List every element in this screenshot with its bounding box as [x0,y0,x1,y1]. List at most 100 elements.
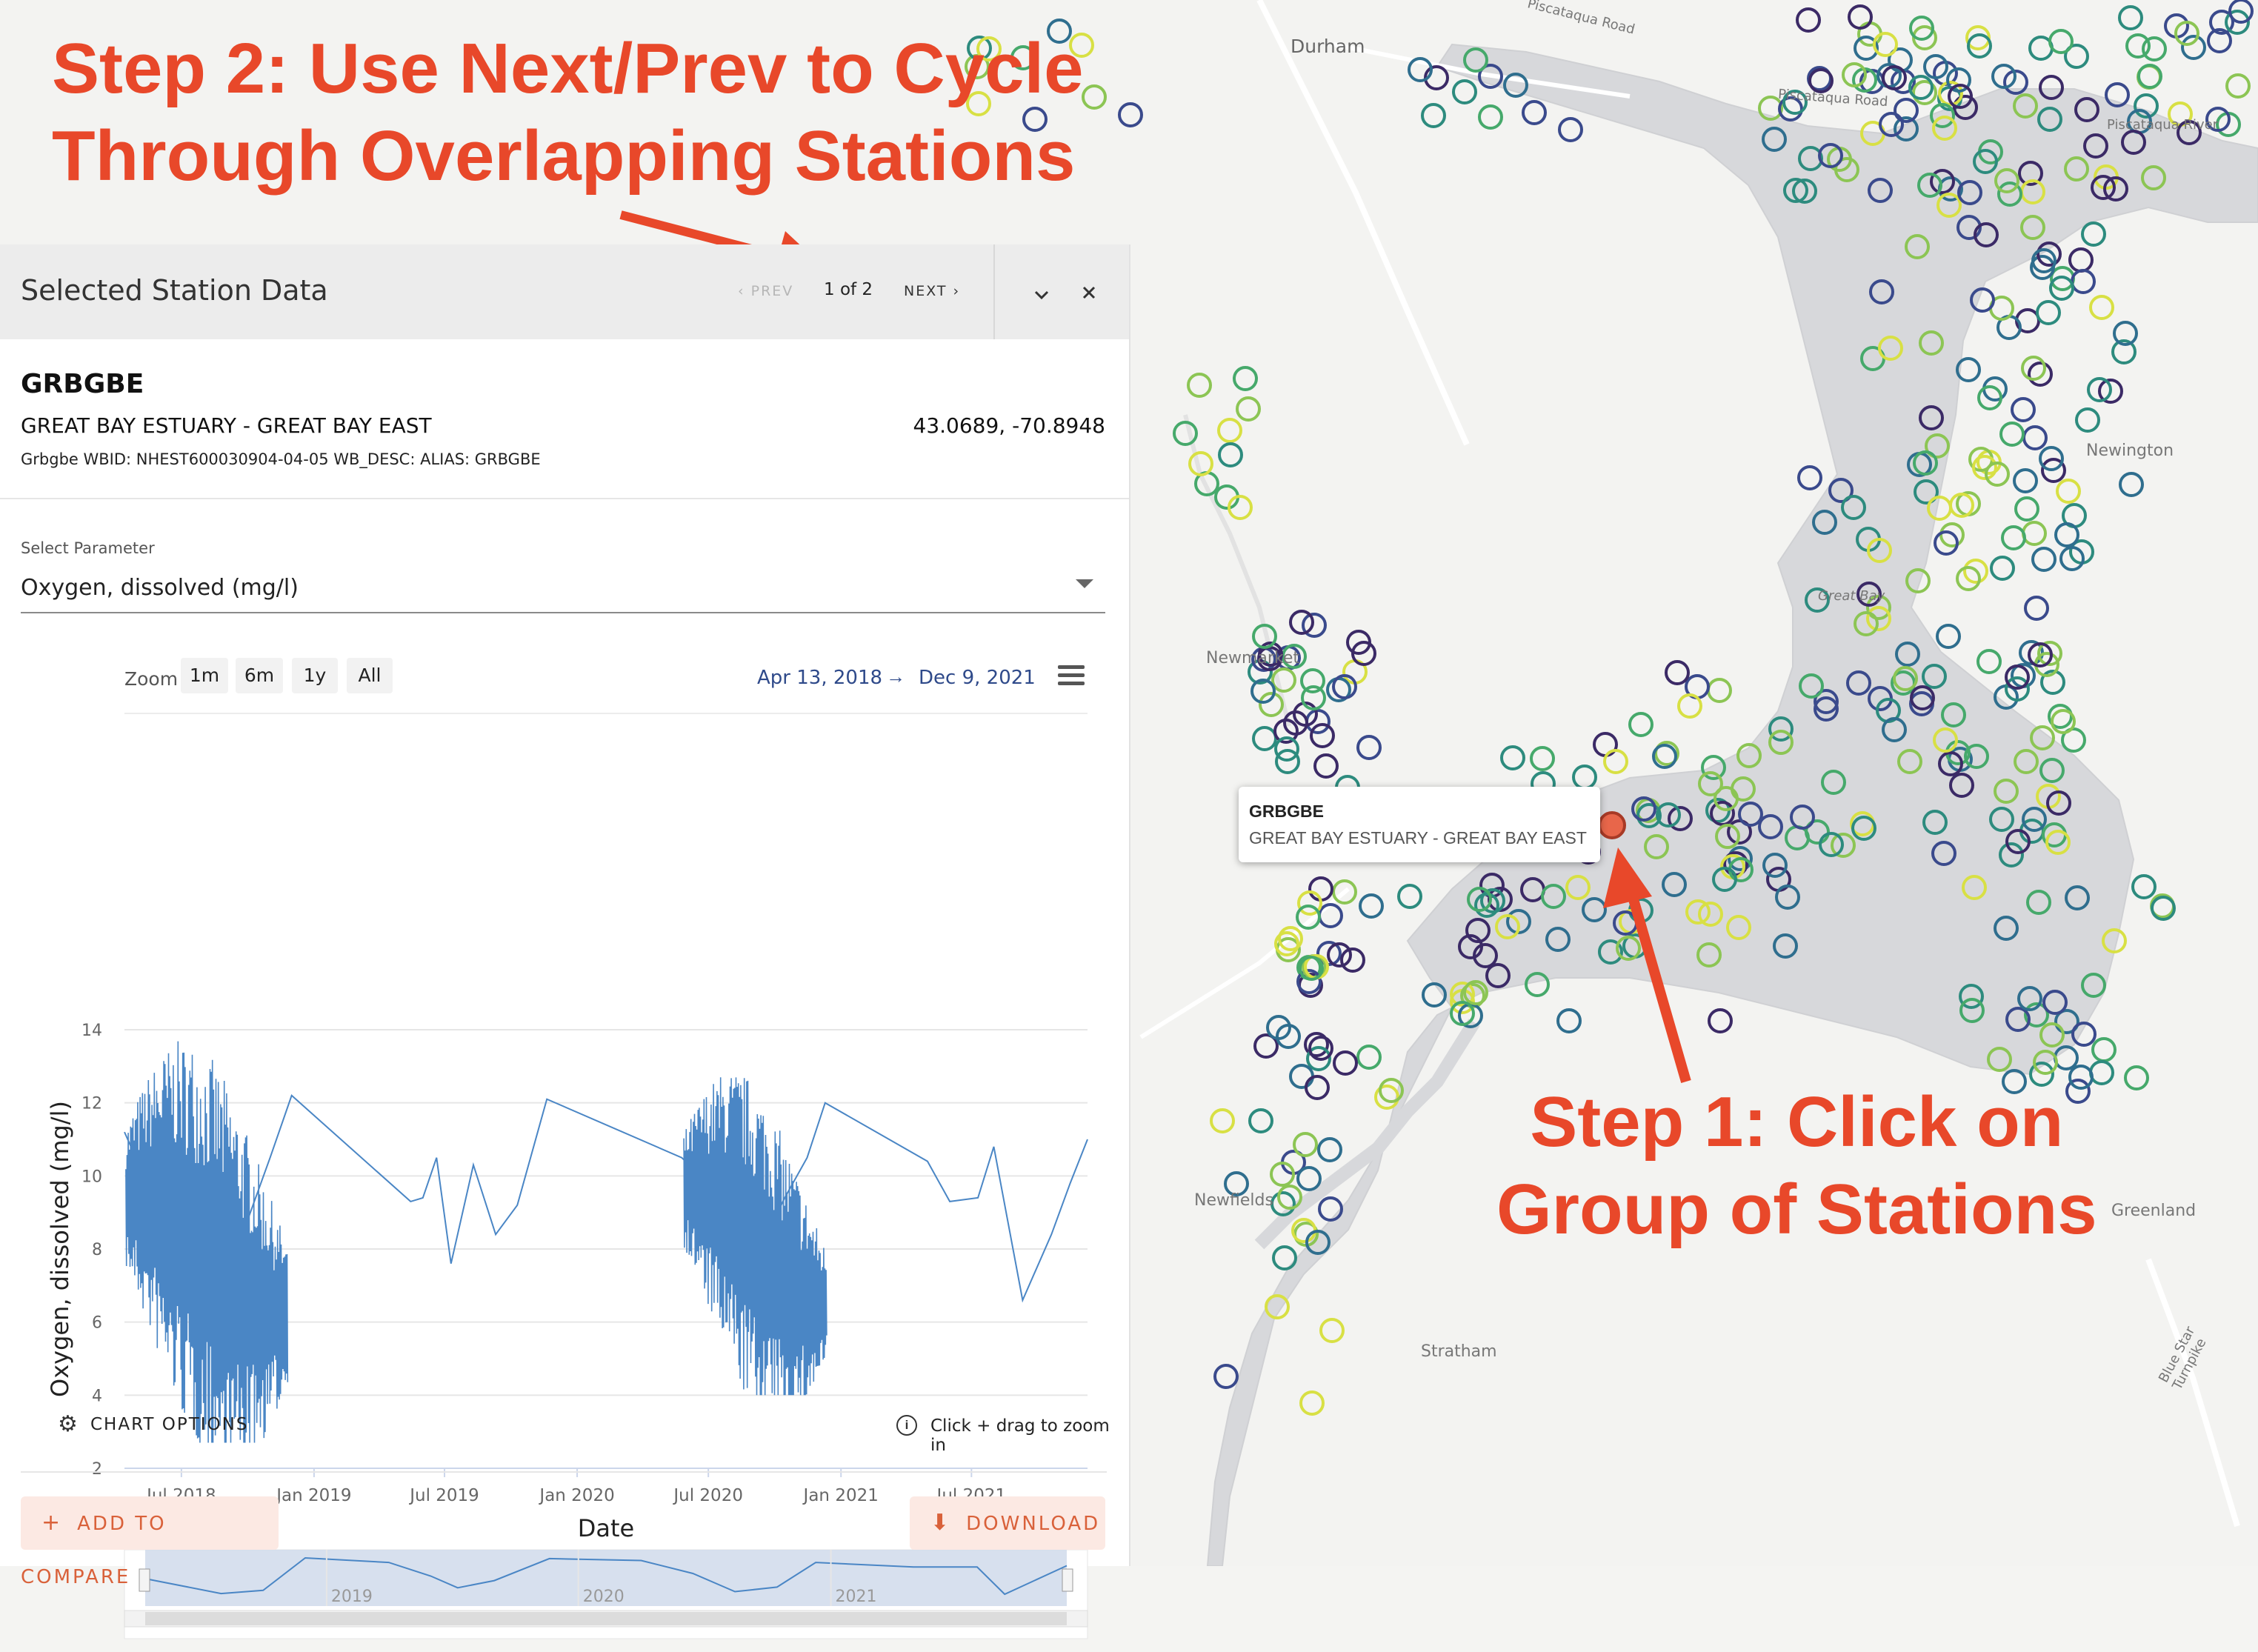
station-marker[interactable] [1213,1364,1239,1389]
station-marker[interactable] [2054,1009,2079,1034]
station-marker[interactable] [1854,36,1879,61]
station-marker[interactable] [2131,874,2157,899]
station-marker[interactable] [1775,885,1800,910]
station-marker[interactable] [1936,624,1961,649]
station-marker[interactable] [2151,896,2176,921]
station-marker[interactable] [2031,547,2056,572]
collapse-button[interactable] [1019,270,1064,314]
station-marker[interactable] [1698,902,1723,927]
parameter-select[interactable]: Oxygen, dissolved (mg/l) [21,575,299,601]
station-marker[interactable] [2134,93,2159,119]
station-marker[interactable] [1768,730,1794,755]
station-marker[interactable] [2181,35,2206,60]
station-marker[interactable] [1305,1075,1330,1100]
station-marker[interactable] [1319,1318,1345,1343]
station-marker[interactable] [1558,117,1583,142]
station-marker[interactable] [2037,107,2062,132]
station-marker[interactable] [2011,397,2036,422]
station-marker[interactable] [1962,875,1987,900]
station-marker[interactable] [1782,90,1808,115]
station-marker[interactable] [1987,1047,2012,1072]
station-marker[interactable] [1282,644,1307,669]
station-markers[interactable] [965,0,2254,1416]
station-marker[interactable] [1917,173,1942,198]
station-marker[interactable] [1973,149,1998,174]
station-marker[interactable] [1758,96,1783,121]
station-marker[interactable] [1821,770,1846,795]
station-marker[interactable] [1274,736,1299,762]
station-marker[interactable] [1701,755,1726,780]
station-marker[interactable] [1272,1245,1297,1270]
station-marker[interactable] [1925,433,1950,459]
station-marker[interactable] [2005,676,2030,702]
station-marker[interactable] [1530,746,1555,771]
station-marker[interactable] [1644,834,1669,859]
station-marker[interactable] [1351,641,1376,666]
station-marker[interactable] [1473,943,1498,968]
station-marker[interactable] [1654,741,1679,766]
station-marker[interactable] [1301,685,1326,710]
station-marker[interactable] [1941,702,1966,727]
station-marker[interactable] [2001,525,2026,550]
station-marker[interactable] [1796,7,1821,33]
station-marker[interactable] [1374,1085,1399,1110]
gear-icon[interactable]: ⚙ [58,1412,78,1436]
station-marker[interactable] [1299,956,1324,981]
zoom-1m-button[interactable]: 1m [181,658,228,693]
station-marker[interactable] [1994,916,2019,941]
station-marker[interactable] [967,36,992,61]
station-marker[interactable] [1997,181,2022,207]
station-marker[interactable] [2036,300,2061,325]
station-marker[interactable] [1879,112,1904,137]
station-marker[interactable] [1738,802,1763,827]
station-marker[interactable] [2049,276,2074,301]
station-marker[interactable] [1450,1001,1475,1026]
station-marker[interactable] [1866,606,1891,631]
station-marker[interactable] [1522,100,1547,125]
station-marker[interactable] [1956,357,1981,382]
station-marker[interactable] [2081,973,2106,998]
station-marker[interactable] [1894,98,1919,123]
close-button[interactable] [1067,270,1111,314]
station-marker[interactable] [1304,1032,1329,1057]
station-marker[interactable] [2137,64,2162,89]
station-marker[interactable] [1217,418,1242,443]
station-marker[interactable] [1224,1171,1249,1196]
station-marker[interactable] [2030,725,2055,750]
station-marker[interactable] [2065,885,2090,910]
station-marker[interactable] [1668,806,1693,831]
station-marker[interactable] [1463,980,1488,1005]
station-marker[interactable] [1897,749,1922,774]
station-marker[interactable] [1698,771,1723,796]
station-marker[interactable] [1293,1132,1318,1157]
station-marker[interactable] [1300,668,1325,693]
station-marker[interactable] [1556,1008,1582,1033]
station-marker[interactable] [1792,179,1817,204]
station-marker[interactable] [1275,749,1300,774]
station-marker[interactable] [1834,157,1859,182]
station-marker[interactable] [1778,96,1803,121]
station-marker[interactable] [1727,819,1752,845]
station-marker[interactable] [1714,786,1739,811]
station-marker[interactable] [1228,495,1253,520]
station-marker[interactable] [2064,44,2089,69]
station-marker[interactable] [1458,934,1483,959]
station-marker[interactable] [1882,65,1907,90]
station-marker[interactable] [2074,97,2099,122]
station-marker[interactable] [1814,696,1839,722]
station-marker[interactable] [1989,807,2014,832]
station-marker[interactable] [1956,215,1982,240]
station-marker[interactable] [2029,1062,2054,1087]
station-marker[interactable] [1188,451,1213,476]
range-to-date[interactable]: Dec 9, 2021 [919,667,1036,689]
zoom-1y-button[interactable]: 1y [292,658,338,693]
station-marker[interactable] [2026,890,2051,915]
station-marker[interactable] [1296,905,1321,930]
station-marker[interactable] [1854,611,1879,636]
station-marker[interactable] [1296,1166,1322,1191]
station-marker[interactable] [1278,926,1303,951]
navigator-scrollbar-thumb[interactable] [145,1612,1067,1625]
station-marker[interactable] [1912,25,1937,50]
station-marker[interactable] [1818,143,1843,168]
